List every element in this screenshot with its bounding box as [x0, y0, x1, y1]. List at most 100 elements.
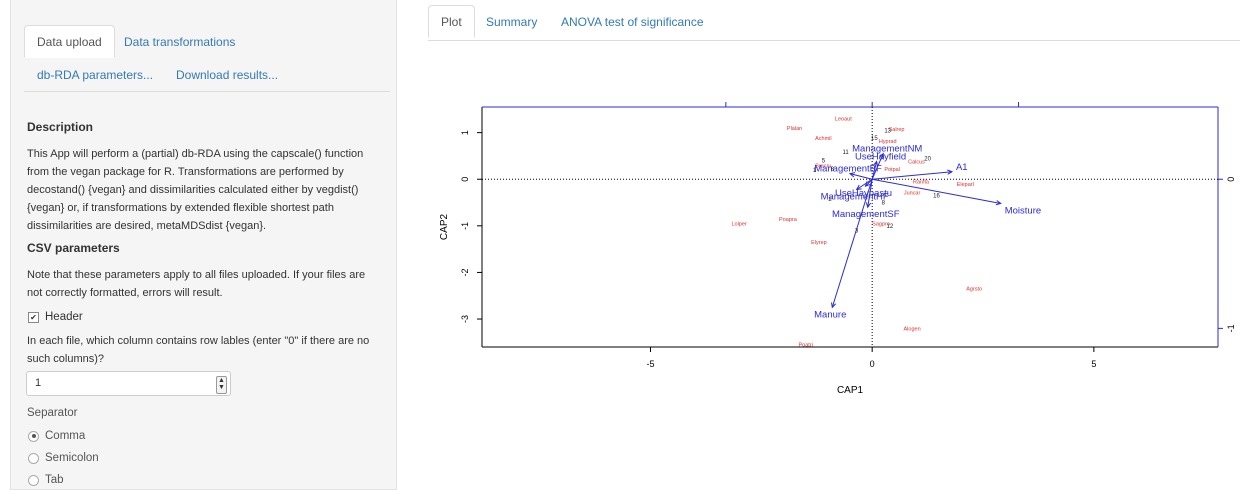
species-label: Leoaut	[835, 117, 852, 123]
species-label: Achmil	[815, 136, 832, 142]
species-label: Calcus	[908, 160, 925, 166]
y-tick-label: -2	[460, 268, 470, 276]
y-axis-label: CAP2	[439, 214, 450, 241]
site-label: 12	[887, 224, 894, 230]
header-checkbox-label: Header	[45, 311, 83, 323]
species-label: Lolper	[732, 222, 747, 228]
x-tick-label: 0	[870, 359, 875, 369]
site-label: 3	[855, 228, 859, 234]
biplot-arrow	[867, 179, 873, 208]
radio-label: Comma	[45, 430, 86, 442]
rowlabel-question: In each file, which column contains row …	[27, 335, 370, 365]
species-label: Ranfla	[913, 180, 930, 186]
biplot-arrow	[872, 178, 1001, 204]
species-label: Agrsto	[966, 287, 982, 293]
site-label: 15	[871, 136, 878, 142]
biplot-arrow-label: ManagementSF	[832, 209, 900, 220]
species-label: Poapra	[779, 217, 798, 223]
species-label: Poatri	[798, 343, 812, 349]
right-tick-label: 0	[1226, 177, 1236, 182]
tab-dbrda-parameters[interactable]: db-RDA parameters...	[37, 68, 154, 82]
species-label: Sagpro	[872, 222, 890, 228]
rowlabel-value: 1	[35, 377, 42, 389]
biplot-arrow	[831, 179, 873, 308]
biplot-arrow	[849, 173, 873, 180]
sidebar-panel: Data upload Data transformations db-RDA …	[10, 0, 397, 490]
radio-unselected-icon[interactable]	[28, 474, 39, 486]
csv-parameters-heading: CSV parameters	[27, 241, 120, 255]
x-tick-label: -5	[646, 359, 654, 369]
site-label: 1	[813, 168, 817, 174]
site-label: 5	[822, 159, 826, 165]
header-checkbox[interactable]: ✔	[28, 311, 39, 323]
header-checkbox-row[interactable]: ✔ Header	[28, 311, 83, 323]
biplot-arrow	[856, 178, 873, 190]
csv-note-text: Note that these parameters apply to all …	[27, 269, 366, 299]
description-text: This App will perform a (partial) db-RDA…	[27, 148, 364, 232]
radio-unselected-icon[interactable]	[28, 452, 39, 464]
tab-plot[interactable]: Plot	[428, 5, 475, 38]
species-label: Potpal	[884, 167, 900, 173]
tab-summary[interactable]: Summary	[486, 15, 538, 29]
arrow-head	[995, 200, 1002, 206]
species-label: Hyprad	[879, 139, 897, 145]
separator-radio-semicolon[interactable]: Semicolon	[28, 452, 99, 464]
site-label: 16	[933, 194, 940, 200]
biplot-arrow-label: UseHayfield	[855, 152, 906, 163]
biplot-arrow	[872, 171, 953, 180]
separator-radio-tab[interactable]: Tab	[28, 474, 64, 486]
species-label: Bracru	[815, 163, 831, 169]
biplot-arrow-label: ManagementBF	[814, 164, 882, 175]
x-tick-label: 5	[1091, 359, 1096, 369]
arrow-head	[947, 169, 954, 175]
biplot-arrow	[871, 161, 878, 180]
x-axis-label: CAP1	[837, 385, 864, 396]
species-label: Elyrep	[811, 240, 827, 246]
y-tick-label: -3	[460, 315, 470, 323]
radio-selected-icon[interactable]	[28, 430, 39, 442]
arrow-head	[879, 152, 884, 159]
biplot-arrow-label: A1	[956, 162, 968, 173]
number-stepper-icon[interactable]: ▲ ▼	[216, 376, 227, 394]
site-label: 2	[828, 197, 832, 203]
biplot-arrow-label: Manure	[814, 309, 846, 320]
plot-container: -5 0 5 -3 -2 -1 0 1 0 -1 CAP1 CAP2 Lolper Poapra Elyre…	[430, 95, 1240, 405]
species-label: Juncar	[904, 190, 921, 196]
y-tick-label: -1	[460, 222, 470, 230]
biplot-arrow	[871, 153, 884, 180]
arrow-head	[865, 202, 871, 209]
separator-label: Separator	[27, 407, 78, 419]
biplot-arrow-label: ManagementNM	[852, 144, 922, 155]
tab-anova[interactable]: ANOVA test of significance	[561, 15, 704, 29]
separator-radio-comma[interactable]: Comma	[28, 430, 85, 442]
arrow-head	[831, 302, 837, 309]
dbrda-triplot: -5 0 5 -3 -2 -1 0 1 0 -1 CAP1 CAP2 Lolper Poapra Elyre…	[439, 102, 1236, 396]
right-tick-label: -1	[1226, 324, 1236, 332]
biplot-arrow-label: UseHaypastu	[835, 188, 892, 199]
radio-label: Tab	[45, 474, 64, 486]
biplot-arrow-label: ManagementHF	[821, 191, 889, 202]
site-label: 6	[831, 167, 835, 173]
radio-label: Semicolon	[45, 452, 99, 464]
species-label: Salrep	[889, 127, 905, 133]
y-tick-label: 1	[460, 130, 470, 135]
main-tabs: Plot Summary ANOVA test of significance	[428, 5, 1240, 41]
sidebar-tabs: Data upload Data transformations db-RDA …	[24, 25, 390, 92]
tab-download-results[interactable]: Download results...	[176, 68, 279, 82]
rowlabel-number-input[interactable]: 1 ▲ ▼	[26, 371, 231, 396]
arrow-head	[848, 172, 855, 178]
site-label: 8	[882, 201, 886, 207]
y-tick-label: 0	[460, 177, 470, 182]
species-label: Plalan	[787, 126, 802, 132]
tab-data-upload[interactable]: Data upload	[24, 25, 115, 58]
site-label: 20	[924, 156, 931, 162]
species-label: Eleparl	[957, 182, 974, 188]
site-label: 11	[842, 150, 849, 156]
tab-data-transformations[interactable]: Data transformations	[124, 35, 236, 49]
species-label: Alogen	[904, 326, 921, 332]
arrow-head	[873, 160, 879, 167]
site-label: 13	[884, 128, 891, 134]
arrow-head	[855, 184, 862, 191]
description-heading: Description	[27, 120, 94, 134]
biplot-arrow-label: Moisture	[1005, 205, 1041, 216]
